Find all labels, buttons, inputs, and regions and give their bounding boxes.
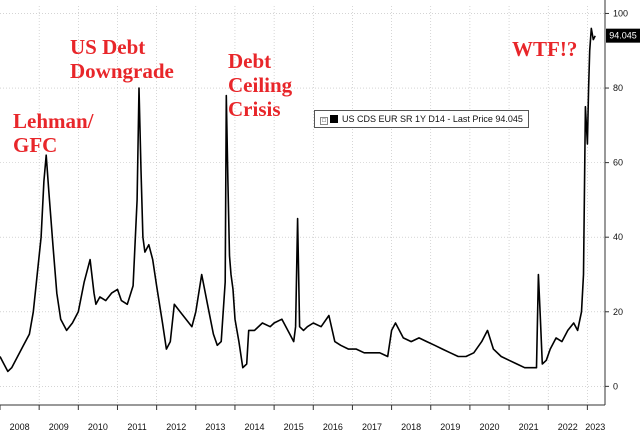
annotation-line: WTF!? — [512, 37, 578, 61]
x-tick-label: 2021 — [519, 422, 539, 432]
x-tick-label: 2022 — [558, 422, 578, 432]
annotation-line: Debt — [228, 49, 272, 73]
annotation-line: Ceiling — [228, 73, 293, 97]
series-line — [0, 27, 596, 373]
legend: □ US CDS EUR SR 1Y D14 - Last Price 94.04… — [314, 110, 529, 128]
x-tick-label: 2019 — [440, 422, 460, 432]
annotation-line: Crisis — [228, 97, 281, 121]
x-tick-label: 2010 — [88, 422, 108, 432]
x-tick-label: 2015 — [284, 422, 304, 432]
legend-checkbox[interactable]: □ — [320, 117, 328, 125]
annotation-line: GFC — [13, 133, 58, 157]
x-tick-label: 2016 — [323, 422, 343, 432]
y-tick-label: 60 — [613, 158, 623, 168]
y-tick-label: 100 — [613, 8, 628, 18]
y-tick-label: 0 — [613, 381, 618, 391]
x-tick-label: 2023 — [585, 422, 605, 432]
x-tick-label: 2008 — [10, 422, 30, 432]
x-tick-label: 2014 — [245, 422, 265, 432]
annotation-wtf: WTF!? — [512, 37, 577, 61]
x-tick-label: 2013 — [205, 422, 225, 432]
x-tick-label: 2012 — [166, 422, 186, 432]
annotation-line: Downgrade — [70, 59, 174, 83]
annotation-line: Lehman/ — [13, 109, 94, 133]
x-tick-label: 2009 — [49, 422, 69, 432]
x-tick-label: 2011 — [127, 422, 146, 432]
x-tick-label: 2018 — [401, 422, 421, 432]
annotation-debt-ceiling-crisis: Debt Ceiling Crisis — [228, 49, 292, 121]
legend-label: US CDS EUR SR 1Y D14 - Last Price 94.045 — [342, 114, 523, 124]
last-price-label: 94.045 — [609, 31, 637, 41]
last-price-flag — [606, 28, 640, 43]
legend-swatch — [330, 115, 338, 123]
annotation-line: US Debt — [70, 35, 146, 59]
x-tick-label: 2020 — [479, 422, 499, 432]
annotation-lehman-gfc: Lehman/ GFC — [13, 109, 94, 157]
y-tick-label: 20 — [613, 307, 623, 317]
y-tick-label: 40 — [613, 232, 623, 242]
x-tick-label: 2017 — [362, 422, 382, 432]
annotation-us-debt-downgrade: US Debt Downgrade — [70, 35, 174, 83]
y-tick-label: 80 — [613, 83, 623, 93]
